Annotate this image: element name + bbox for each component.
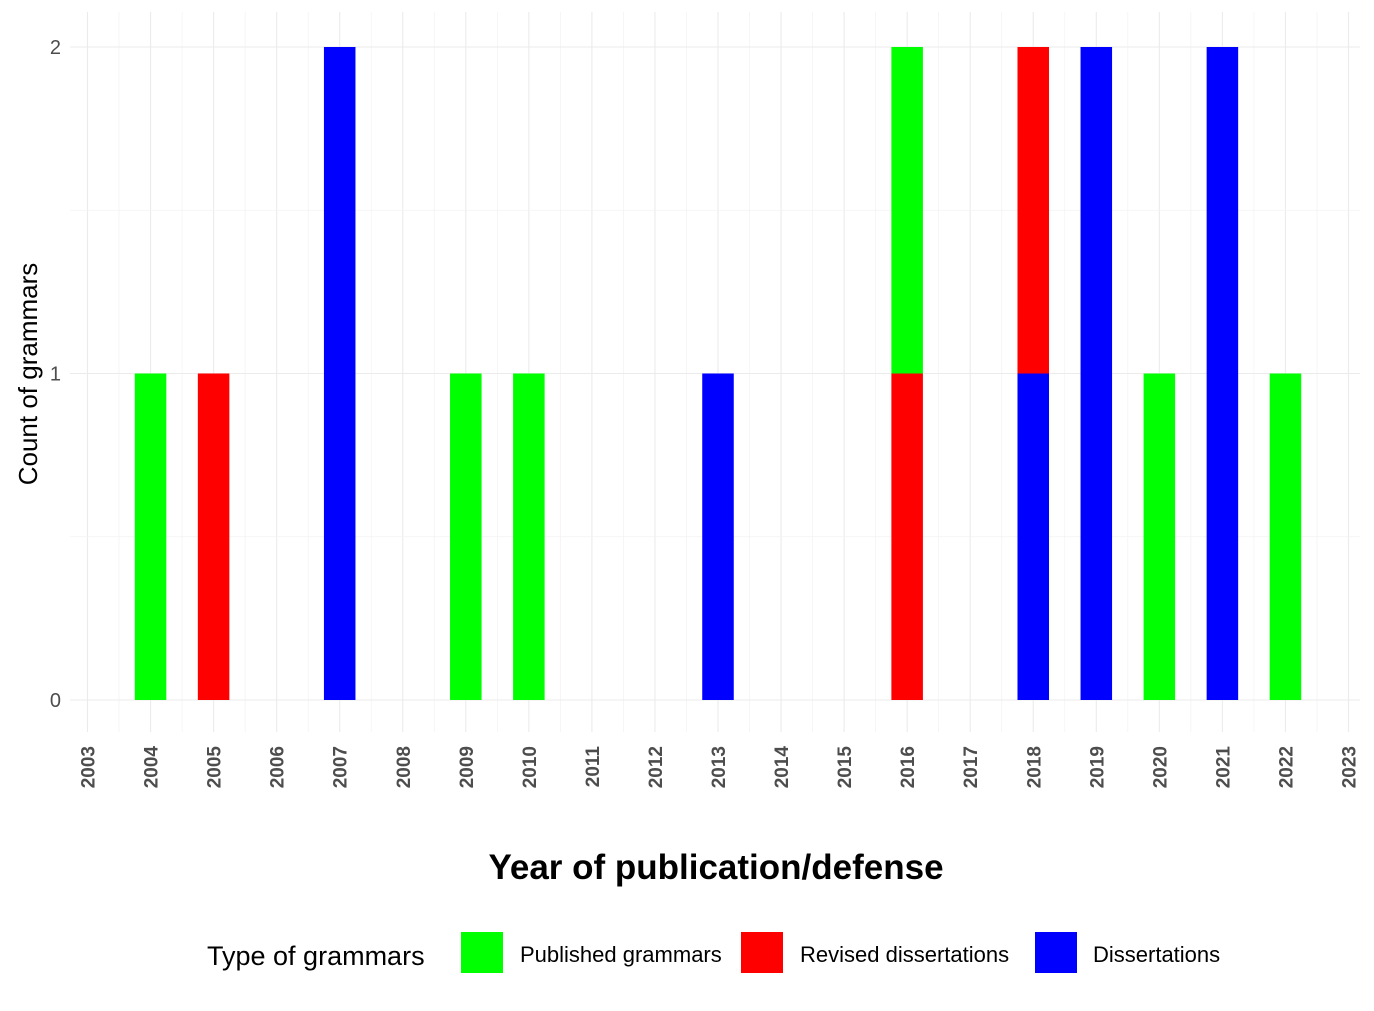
bar-2005-revised-dissertations <box>197 373 230 700</box>
bar-2009-published-grammars <box>450 373 482 700</box>
x-tick-label: 2021 <box>1213 746 1234 789</box>
bar-2022-published-grammars <box>1269 373 1302 700</box>
x-tick-label: 2012 <box>646 746 667 788</box>
x-tick-label: 2018 <box>1024 746 1045 788</box>
y-tick-label: 0 <box>50 690 61 712</box>
x-tick-label: 2023 <box>1340 746 1361 788</box>
bar-2016-revised-dissertations <box>891 373 923 700</box>
bar-2018-dissertations <box>1017 373 1050 700</box>
y-axis-ticks: 0 1 2 <box>50 37 61 712</box>
x-tick-label: 2005 <box>205 746 226 789</box>
y-tick-label: 1 <box>50 364 61 386</box>
x-tick-label: 2013 <box>709 746 730 788</box>
legend-key-revised-dissertations <box>741 932 783 973</box>
bar-2007-dissertations <box>323 47 356 700</box>
x-axis-title: Year of publication/defense <box>488 848 943 887</box>
legend-label: Dissertations <box>1093 942 1220 967</box>
legend-label: Revised dissertations <box>800 942 1009 967</box>
bar-2018-revised-dissertations <box>1017 47 1050 374</box>
x-tick-label: 2010 <box>520 746 541 788</box>
legend: Type of grammars Published grammars Revis… <box>207 932 1220 973</box>
bar-2013-dissertations <box>702 373 734 700</box>
bar-2016-published-grammars <box>891 47 923 374</box>
x-tick-label: 2017 <box>961 746 982 788</box>
y-tick-label: 2 <box>50 37 61 59</box>
bar-2020-published-grammars <box>1143 373 1176 700</box>
x-axis-ticks: 2003 2004 2005 2006 2007 2008 2009 2010 2011 2012… <box>79 746 1361 789</box>
bar-2021-dissertations <box>1206 47 1239 700</box>
x-tick-label: 2003 <box>79 746 100 788</box>
y-axis-title: Count of grammars <box>13 263 43 486</box>
bar-2010-published-grammars <box>513 373 545 700</box>
bar-2019-dissertations <box>1080 47 1113 700</box>
legend-key-dissertations <box>1035 932 1077 973</box>
x-tick-label: 2014 <box>772 746 793 789</box>
bars <box>134 47 1302 700</box>
x-tick-label: 2022 <box>1276 746 1297 788</box>
x-tick-label: 2004 <box>142 746 163 789</box>
bar-2004-published-grammars <box>134 373 167 700</box>
x-tick-label: 2020 <box>1150 746 1171 788</box>
x-tick-label: 2019 <box>1087 746 1108 788</box>
x-tick-label: 2007 <box>331 746 352 788</box>
x-tick-label: 2015 <box>835 746 856 789</box>
legend-key-published-grammars <box>461 932 503 973</box>
x-tick-label: 2006 <box>268 746 289 788</box>
legend-title: Type of grammars <box>207 941 425 971</box>
x-tick-label: 2016 <box>898 746 919 788</box>
x-tick-label: 2009 <box>457 746 478 788</box>
legend-label: Published grammars <box>520 942 722 967</box>
x-tick-label: 2011 <box>583 746 604 788</box>
x-tick-label: 2008 <box>394 746 415 788</box>
